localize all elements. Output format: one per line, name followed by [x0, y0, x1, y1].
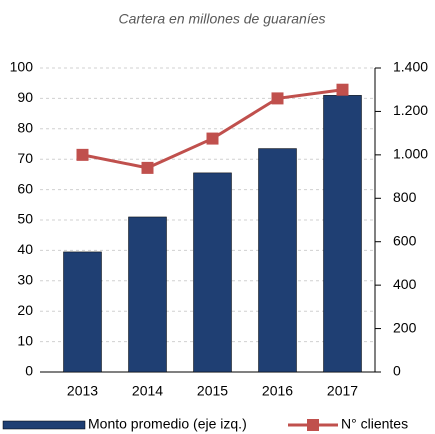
bar — [258, 148, 297, 373]
bar — [128, 216, 167, 373]
legend-label: N° clientes — [341, 416, 408, 432]
y2-tick-label: 600 — [393, 232, 417, 248]
x-tick-label: 2014 — [132, 383, 163, 399]
x-tick-label: 2016 — [262, 383, 293, 399]
y-tick-label: 90 — [17, 89, 33, 105]
y2-tick-label: 1.000 — [393, 146, 428, 162]
y2-tick-label: 400 — [393, 276, 417, 292]
legend-label: Monto promedio (eje izq.) — [88, 416, 247, 432]
marker — [141, 161, 154, 174]
y-tick-label: 20 — [17, 302, 33, 318]
line — [82, 88, 343, 170]
marker — [336, 83, 349, 96]
y-tick-label: 30 — [17, 272, 33, 288]
x-tick-label: 2017 — [327, 383, 358, 399]
marker — [206, 132, 219, 145]
legend-swatch — [2, 420, 86, 430]
bar — [193, 172, 232, 373]
marker — [271, 92, 284, 105]
chart-title: Cartera en millones de guaraníes — [118, 11, 325, 27]
y2-tick-label: 200 — [393, 319, 417, 335]
bar — [323, 95, 362, 373]
marker — [76, 148, 89, 161]
y2-tick-label: 1.400 — [393, 59, 428, 75]
x-tick-label: 2013 — [67, 383, 98, 399]
x-tick-label: 2015 — [197, 383, 228, 399]
y-tick-label: 60 — [17, 180, 33, 196]
y2-tick-label: 800 — [393, 189, 417, 205]
y-tick-label: 50 — [17, 211, 33, 227]
y-tick-label: 80 — [17, 120, 33, 136]
y2-tick-label: 0 — [393, 363, 401, 379]
y-tick-label: 10 — [17, 332, 33, 348]
y2-tick-label: 1.200 — [393, 102, 428, 118]
y-tick-label: 100 — [10, 59, 34, 75]
bar — [63, 251, 102, 373]
y-tick-label: 70 — [17, 150, 33, 166]
y-tick-label: 40 — [17, 241, 33, 257]
legend-marker — [307, 419, 319, 431]
y-tick-label: 0 — [25, 363, 33, 379]
